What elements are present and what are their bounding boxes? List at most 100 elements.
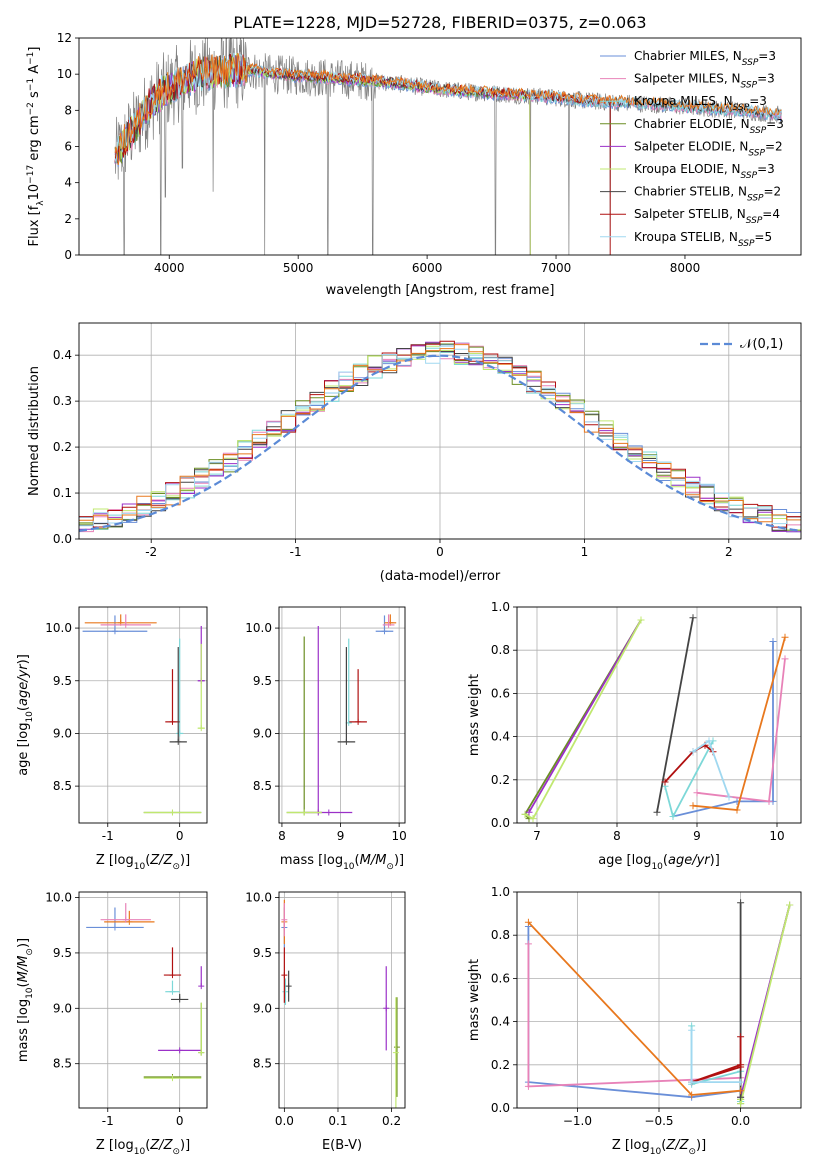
weight-marker: [521, 810, 529, 818]
x-tick-label: −1.0: [563, 1114, 592, 1128]
weight-series: [693, 655, 789, 805]
label-part: ⊙: [386, 862, 394, 872]
errorbar-point: [383, 966, 390, 1051]
label-part: (: [145, 853, 150, 868]
mass-vs-metallicity-panel: -1 08.59.09.510.0Z [log10(Z/Z⊙)]mass [log…: [16, 891, 208, 1157]
label-part: 10: [25, 987, 35, 999]
weight-marker: [765, 797, 773, 805]
weight-marker: [524, 940, 532, 948]
axes-frame: [78, 322, 802, 540]
legend-text: Kroupa MILES, N: [634, 94, 733, 108]
figure-title: PLATE=1228, MJD=52728, FIBERID=0375, z=0…: [233, 13, 646, 32]
x-tick-label: 5000: [283, 261, 314, 275]
label-part: −17: [26, 165, 36, 184]
point-marker: [176, 730, 183, 737]
point-marker: [169, 809, 176, 816]
spectrum-data-line: [114, 38, 782, 255]
y-tick-label: 9.0: [53, 1001, 72, 1015]
label-part: M/M: [360, 853, 387, 868]
x-tick-label: 0: [176, 1114, 184, 1128]
weight-marker: [653, 808, 661, 816]
point-marker: [282, 988, 289, 995]
weight-line: [672, 641, 774, 818]
y-tick-label: 10.0: [45, 891, 72, 905]
errorbar-point: [100, 903, 151, 923]
legend-text: Salpeter MILES, N: [634, 72, 741, 86]
label-part: mass [log: [16, 999, 31, 1062]
label-part: ⊙: [172, 1147, 180, 1157]
legend-value: =5: [754, 230, 772, 244]
x-tick-label: 8: [613, 829, 621, 843]
y-tick-label: 0.4: [491, 1015, 510, 1029]
label-part: Z [log: [96, 853, 134, 868]
x-tick-label: 7000: [541, 261, 572, 275]
point-marker: [169, 972, 176, 979]
weight-line: [527, 921, 741, 1096]
point-marker: [355, 718, 362, 725]
plot-area: [281, 899, 400, 1108]
residuals-panel: -2 -1 0 1 2 0.0 0.1 0.2 0.3 0.4 𝒩(0,1) (data-model)…: [27, 322, 802, 584]
histogram-step: [79, 345, 801, 527]
label-part: −1: [26, 52, 36, 65]
errorbar-point: [337, 647, 356, 745]
label-part: ]: [27, 47, 42, 52]
legend-value: =3: [749, 94, 767, 108]
y-tick-label: 8.5: [253, 1057, 272, 1071]
y-axis-label: age [log10(age/yr)]: [16, 654, 35, 776]
weight-series: [653, 614, 697, 816]
point-marker: [198, 725, 205, 732]
errorbar-point: [382, 614, 395, 628]
y-tick-label: 12: [57, 31, 72, 45]
weight-series: [737, 899, 745, 1101]
y-tick-label: 9.5: [253, 946, 272, 960]
y-tick-label: 0.3: [53, 394, 72, 408]
legend-text: Kroupa ELODIE, N: [634, 162, 741, 176]
mass-vs-ebv-panel: 0.0 0.1 0.2 8.5 9.0 9.5 10.0 E(B-V): [245, 891, 406, 1153]
legend-sub: SSP: [748, 148, 765, 158]
legend-label: Salpeter MILES, NSSP=3: [634, 72, 775, 91]
axes-frame: [78, 891, 208, 1109]
legend-sub: SSP: [733, 103, 750, 113]
point-marker: [393, 1044, 400, 1051]
label-part: (: [145, 1138, 150, 1153]
errorbar-point: [315, 625, 322, 816]
errorbar-point: [282, 978, 289, 1005]
plot-area: [524, 899, 794, 1108]
label-part: −1: [26, 78, 36, 91]
label-part: age [log: [16, 723, 31, 776]
label-part: 10: [134, 1147, 146, 1157]
axes-frame: [278, 891, 406, 1109]
legend-text: Salpeter ELODIE, N: [634, 139, 748, 153]
errorbar-point: [143, 1075, 202, 1082]
weight-vs-metallicity-panel: −1.0 −0.5 0.0 0.0 0.2 0.4 0.6 0.8 1.0 Z [log10(Z/…: [467, 885, 802, 1157]
weight-marker: [637, 616, 645, 624]
weight-marker: [781, 655, 789, 663]
x-tick-label: 9: [337, 829, 345, 843]
weight-marker: [689, 748, 697, 756]
label-part: A: [27, 65, 42, 78]
y-tick-label: 10.0: [245, 891, 272, 905]
weight-series: [524, 940, 745, 1090]
weight-marker: [525, 808, 533, 816]
y-tick-label: 0.2: [491, 773, 510, 787]
legend-label: Chabrier ELODIE, NSSP=3: [634, 117, 784, 136]
point-marker: [122, 916, 129, 923]
y-tick-label: 0.2: [491, 1058, 510, 1072]
normal-reference-curve: [79, 354, 801, 532]
label-part: 10: [343, 862, 355, 872]
weight-line: [664, 740, 714, 819]
y-tick-label: 0.8: [491, 643, 510, 657]
legend-value: =3: [757, 162, 775, 176]
y-tick-label: 0.0: [491, 816, 510, 830]
label-part: 10: [27, 184, 42, 201]
axes-frame: [78, 37, 802, 256]
weight-series: [661, 741, 717, 786]
errorbar-point: [84, 614, 157, 626]
x-tick-label: 8000: [670, 261, 701, 275]
point-marker: [198, 983, 205, 990]
errorbar-point: [286, 636, 322, 816]
x-tick-label: 0: [436, 545, 444, 559]
y-tick-label: 0.0: [491, 1101, 510, 1115]
y-tick-label: 8.5: [253, 779, 272, 793]
